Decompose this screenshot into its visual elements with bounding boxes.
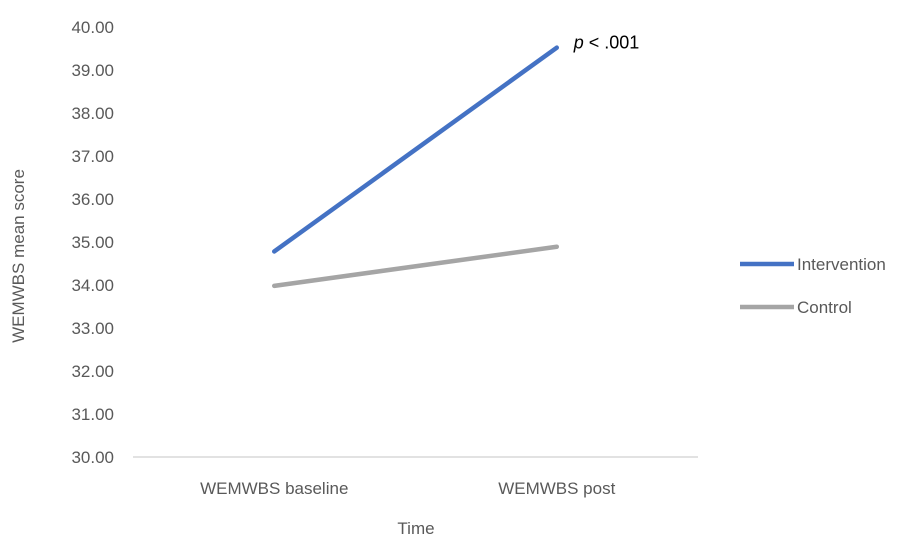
annotation-rest: < .001 [584,33,640,53]
x-axis-categories: WEMWBS baseline WEMWBS post [200,479,616,498]
y-tick-label: 36.00 [71,190,114,209]
y-tick-label: 40.00 [71,18,114,37]
y-tick-label: 38.00 [71,104,114,123]
y-tick-label: 37.00 [71,147,114,166]
series-line-control [272,244,559,289]
legend-label: Control [797,298,852,317]
series-lines [272,45,559,289]
y-tick-label: 33.00 [71,319,114,338]
y-tick-label: 34.00 [71,276,114,295]
x-axis-title: Time [397,519,434,538]
y-axis-ticks: 30.00 31.00 32.00 33.00 34.00 35.00 36.00 37.00… [71,18,114,467]
significance-annotation: p < .001 [573,33,640,53]
y-tick-label: 30.00 [71,448,114,467]
y-axis-title: WEMWBS mean score [9,169,28,343]
series-line-intervention [272,45,559,254]
legend-label: Intervention [797,255,886,274]
y-tick-label: 39.00 [71,61,114,80]
y-tick-label: 32.00 [71,362,114,381]
legend: Intervention Control [740,255,886,317]
x-category-label: WEMWBS post [498,479,615,498]
x-category-label: WEMWBS baseline [200,479,348,498]
annotation-italic: p [573,33,584,53]
y-tick-label: 31.00 [71,405,114,424]
y-tick-label: 35.00 [71,233,114,252]
